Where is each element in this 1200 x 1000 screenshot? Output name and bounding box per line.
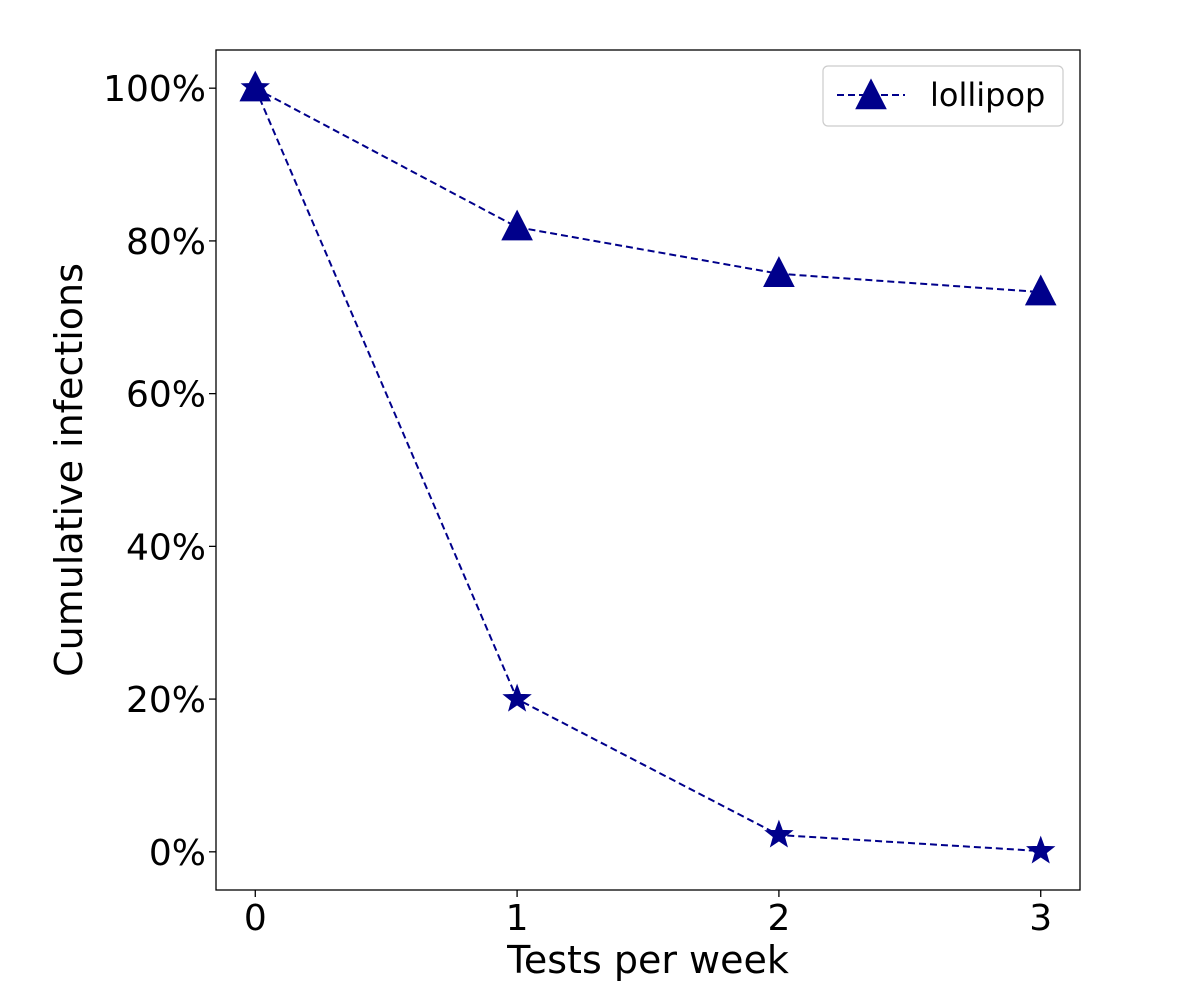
x-tick-label: 0: [244, 898, 267, 939]
series-layer: [239, 70, 1057, 864]
y-tick-label: 40%: [126, 527, 206, 568]
y-tick-label: 0%: [149, 833, 206, 874]
y-tick-label: 60%: [126, 375, 206, 416]
x-tick-label: 3: [1029, 898, 1052, 939]
y-tick-label: 20%: [126, 680, 206, 721]
x-axis-label: Tests per week: [506, 938, 789, 982]
star-marker: [1026, 835, 1056, 864]
triangle-marker: [501, 209, 533, 241]
plot-frame: [215, 49, 1081, 891]
legend-box: [822, 65, 1064, 127]
y-axis-label: Cumulative infections: [47, 263, 91, 677]
star-marker: [502, 683, 532, 712]
x-axis-ticks: 0 1 2 3: [244, 890, 1052, 939]
x-tick-label: 2: [767, 898, 790, 939]
y-tick-label: 100%: [103, 69, 206, 110]
legend-label: lollipop: [930, 76, 1045, 114]
series-line: [254, 87, 1041, 294]
x-tick-label: 1: [506, 898, 529, 939]
y-axis-ticks: 0% 20% 40% 60% 80% 100%: [103, 69, 216, 874]
legend-triangle-marker: [855, 78, 887, 110]
triangle-marker: [763, 256, 795, 287]
star-marker: [764, 819, 794, 848]
star-marker: [240, 72, 270, 101]
y-tick-label: 80%: [126, 222, 206, 263]
series-star: [240, 72, 1056, 864]
triangle-marker: [1024, 274, 1057, 306]
legend: lollipop: [822, 65, 1064, 127]
series-line: [254, 87, 1041, 853]
